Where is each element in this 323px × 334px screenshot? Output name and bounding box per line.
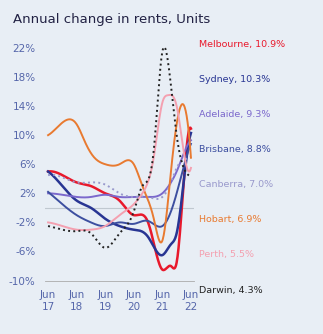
Text: Annual change in rents, Units: Annual change in rents, Units	[13, 13, 210, 26]
Text: Hobart, 6.9%: Hobart, 6.9%	[199, 215, 261, 224]
Text: Sydney, 10.3%: Sydney, 10.3%	[199, 75, 270, 84]
Text: Canberra, 7.0%: Canberra, 7.0%	[199, 180, 273, 189]
Text: Darwin, 4.3%: Darwin, 4.3%	[199, 286, 262, 295]
Text: Perth, 5.5%: Perth, 5.5%	[199, 250, 254, 260]
Text: Melbourne, 10.9%: Melbourne, 10.9%	[199, 40, 285, 49]
Text: Adelaide, 9.3%: Adelaide, 9.3%	[199, 110, 270, 119]
Text: Brisbane, 8.8%: Brisbane, 8.8%	[199, 145, 270, 154]
